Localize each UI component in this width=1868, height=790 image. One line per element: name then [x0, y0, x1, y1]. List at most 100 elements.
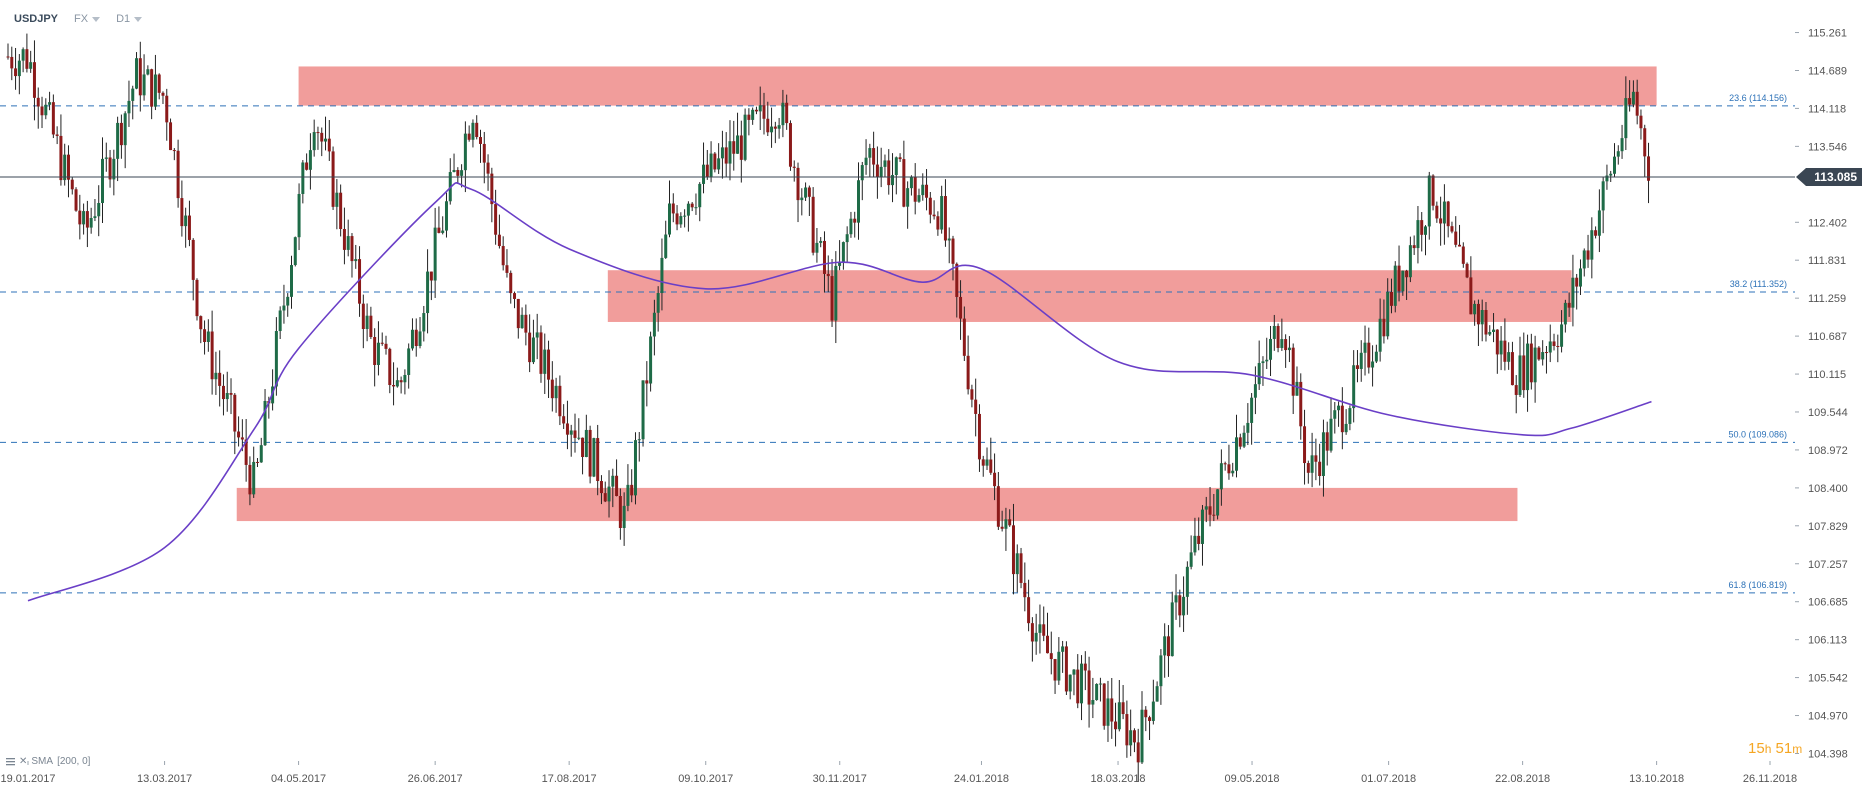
- candle-bear: [524, 314, 528, 333]
- candle-bear: [1647, 156, 1651, 181]
- candle-bear: [1340, 405, 1344, 433]
- candle-bull: [422, 313, 426, 332]
- x-tick-label-4: 17.08.2017: [542, 773, 597, 785]
- candle-bear: [1102, 683, 1106, 726]
- candle-bear: [32, 62, 36, 98]
- candle-bear: [1238, 437, 1242, 447]
- candle-bull: [346, 236, 350, 250]
- candle-bull: [584, 429, 588, 458]
- candle-bull: [1098, 683, 1102, 685]
- candle-bear: [327, 138, 331, 152]
- candle-bull: [921, 184, 925, 196]
- candle-bull: [1204, 506, 1208, 510]
- candle-bull: [312, 132, 316, 151]
- candle-bull: [652, 312, 656, 337]
- indicator-legend[interactable]: ✕ SMA [200, 0]: [6, 756, 90, 767]
- candle-bear: [342, 228, 346, 250]
- y-tick-label-3: 113.546: [1808, 141, 1847, 153]
- candle-bear: [203, 329, 207, 342]
- candle-bear: [66, 154, 70, 180]
- candle-bull: [1363, 342, 1367, 353]
- candle-bear: [36, 97, 40, 107]
- candle-bear: [494, 204, 498, 235]
- candle-bull: [543, 349, 547, 374]
- y-tick-label-9: 110.115: [1808, 369, 1846, 381]
- candle-bear: [705, 164, 709, 177]
- y-tick-label-17: 105.542: [1808, 673, 1848, 685]
- candle-bear: [822, 240, 826, 274]
- candle-bull: [1620, 138, 1624, 152]
- candle-bear: [1011, 525, 1015, 575]
- candle-bull: [184, 215, 188, 227]
- candle-bull: [1488, 331, 1492, 335]
- candle-bear: [671, 203, 675, 214]
- candle-bull: [1533, 347, 1537, 383]
- candle-bull: [1140, 709, 1144, 763]
- candle-bear: [1178, 595, 1182, 616]
- candle-bull: [535, 332, 539, 338]
- candle-bear: [558, 385, 562, 417]
- timeframe-selector[interactable]: D1: [116, 13, 143, 25]
- candle-bear: [1076, 669, 1080, 704]
- y-tick-label-0: 115.261: [1808, 28, 1847, 40]
- candle-bear: [1030, 623, 1034, 642]
- resistance-zone-1: [607, 270, 1572, 322]
- market-label: FX: [74, 13, 89, 25]
- symbol-label[interactable]: USDJPY: [14, 13, 59, 25]
- candle-bear: [792, 166, 796, 168]
- candle-bear: [1212, 514, 1216, 516]
- candle-bull: [1321, 432, 1325, 476]
- candle-bull: [1624, 98, 1628, 139]
- candle-bull: [1034, 632, 1038, 642]
- y-tick-label-16: 106.113: [1808, 635, 1847, 647]
- candle-bear: [1027, 597, 1031, 624]
- candle-bear: [603, 493, 607, 502]
- candle-bear: [788, 123, 792, 167]
- candle-bear: [6, 56, 10, 58]
- candle-bear: [1514, 385, 1518, 395]
- candle-bear: [962, 318, 966, 356]
- candle-bull: [1613, 156, 1616, 174]
- candle-bull: [709, 153, 713, 177]
- candle-bear: [1306, 463, 1310, 473]
- candle-bear: [1503, 340, 1507, 362]
- candle-bear: [509, 272, 513, 294]
- candle-bear: [754, 109, 758, 112]
- candle-bull: [17, 60, 21, 77]
- candle-bear: [78, 210, 82, 225]
- candle-bear: [157, 74, 161, 93]
- candle-bear: [1522, 355, 1526, 391]
- candle-bull: [1590, 230, 1594, 260]
- candle-bear: [615, 475, 619, 497]
- candle-bear: [1053, 659, 1057, 681]
- candle-bear: [528, 332, 532, 363]
- candle-bear: [51, 102, 55, 135]
- candle-bear: [599, 481, 603, 494]
- close-icon[interactable]: ✕: [19, 756, 28, 767]
- candle-bull: [1560, 324, 1564, 347]
- candle-bull: [104, 157, 108, 159]
- candle-bull: [1200, 509, 1204, 544]
- candle-bull: [641, 380, 645, 440]
- candle-bull: [89, 217, 93, 228]
- market-selector[interactable]: FX: [74, 13, 101, 25]
- candle-bull: [1242, 432, 1246, 447]
- candle-bear: [1083, 663, 1087, 671]
- candle-bull: [868, 148, 872, 158]
- candle-bear: [1454, 231, 1458, 245]
- candle-bear: [237, 431, 241, 438]
- candle-bull: [274, 331, 278, 387]
- candle-bear: [1000, 526, 1004, 529]
- candle-bull: [146, 69, 150, 75]
- candle-bear: [1276, 325, 1280, 348]
- candle-bull: [864, 157, 868, 166]
- timeframe-label: D1: [116, 13, 131, 25]
- indicator-list-icon[interactable]: [6, 757, 15, 766]
- candle-bull: [660, 257, 664, 294]
- candle-bear: [807, 187, 811, 197]
- candle-bear: [970, 389, 974, 400]
- candle-bull: [649, 336, 653, 384]
- candle-bull: [1216, 489, 1220, 516]
- candle-bull: [290, 265, 293, 297]
